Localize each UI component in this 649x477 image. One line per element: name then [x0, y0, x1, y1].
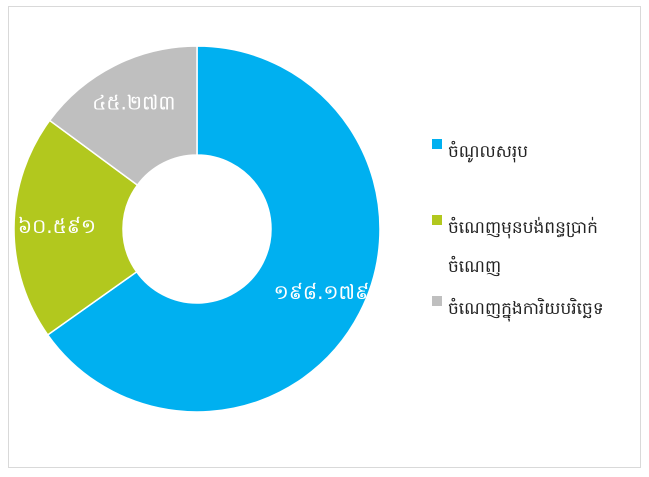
- legend-label: ចំណេញមុនបង់ពន្ធប្រាក់ចំណេញ: [448, 218, 598, 277]
- legend-label: ចំណូលសរុប: [448, 142, 529, 162]
- donut-segment: [48, 45, 198, 187]
- donut-segment: [46, 45, 381, 413]
- donut-segment: [13, 119, 139, 336]
- legend-item: ចំណេញក្នុងការិយបរិច្ឆេទ: [432, 290, 608, 329]
- data-label: ៦០.៥៩១: [18, 214, 96, 238]
- chart-frame: [8, 6, 641, 468]
- legend-item: ចំណេញមុនបង់ពន្ធប្រាក់ចំណេញ: [432, 209, 608, 287]
- data-label: ១៩៨.១៧៩: [274, 280, 370, 304]
- legend-swatch: [432, 296, 442, 306]
- legend-swatch: [432, 139, 442, 149]
- legend-item: ចំណូលសរុប: [432, 133, 608, 172]
- data-label: ៤៥.២៧៣: [92, 91, 175, 115]
- legend-label: ចំណេញក្នុងការិយបរិច្ឆេទ: [448, 299, 604, 319]
- legend-swatch: [432, 215, 442, 225]
